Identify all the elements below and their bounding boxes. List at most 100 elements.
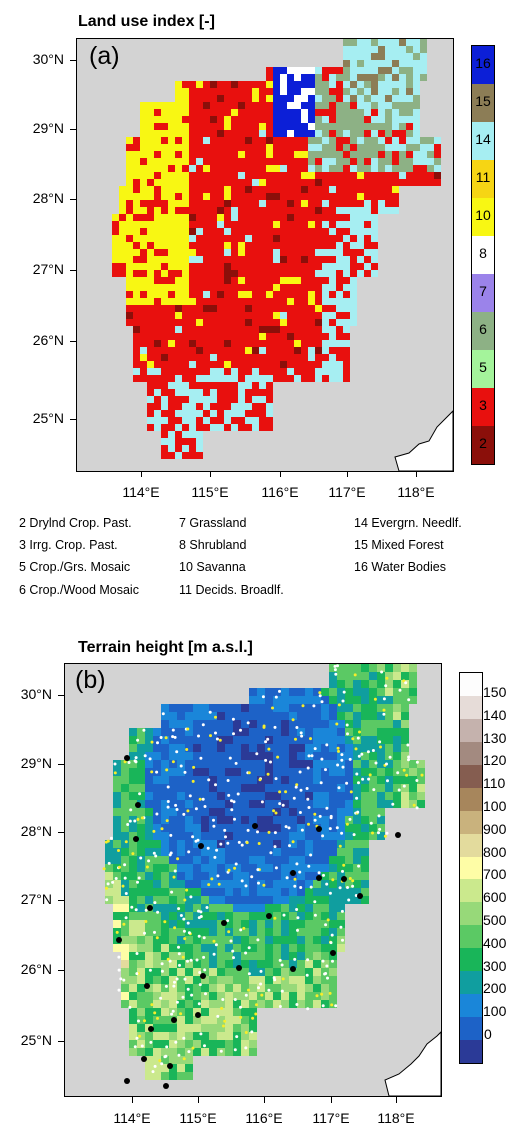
grid-cell: [377, 760, 385, 768]
colorbar-swatch: [460, 1017, 482, 1041]
grid-cell: [273, 123, 280, 130]
grid-cell: [322, 361, 329, 368]
grid-cell: [196, 382, 203, 389]
grid-cell: [153, 952, 161, 960]
grid-cell: [224, 81, 231, 88]
grid-cell: [297, 1000, 305, 1008]
grid-cell: [161, 960, 169, 968]
grid-cell: [401, 784, 409, 792]
grid-cell: [168, 109, 175, 116]
grid-cell: [217, 137, 224, 144]
grid-cell: [259, 221, 266, 228]
grid-cell: [305, 888, 313, 896]
y-tick-mark: [70, 419, 76, 420]
grid-cell: [105, 888, 113, 896]
station-dot: [199, 1032, 203, 1036]
grid-cell: [273, 720, 281, 728]
grid-cell: [177, 776, 185, 784]
grid-cell: [169, 848, 177, 856]
grid-cell: [287, 123, 294, 130]
grid-cell: [273, 920, 281, 928]
grid-cell: [315, 67, 322, 74]
grid-cell: [257, 760, 265, 768]
station-dot: [261, 695, 265, 699]
grid-cell: [259, 130, 266, 137]
grid-cell: [337, 664, 345, 672]
grid-cell: [238, 298, 245, 305]
grid-cell: [145, 736, 153, 744]
x-tick-mark: [280, 471, 281, 477]
grid-cell: [245, 424, 252, 431]
grid-cell: [241, 1016, 249, 1024]
station-dot: [305, 973, 309, 977]
grid-cell: [301, 130, 308, 137]
grid-cell: [175, 123, 182, 130]
grid-cell: [185, 1072, 193, 1080]
grid-cell: [233, 768, 241, 776]
grid-cell: [280, 298, 287, 305]
grid-cell: [203, 144, 210, 151]
grid-cell: [249, 712, 257, 720]
grid-cell: [140, 277, 147, 284]
grid-cell: [209, 824, 217, 832]
grid-cell: [343, 158, 350, 165]
grid-cell: [305, 800, 313, 808]
grid-cell: [245, 137, 252, 144]
grid-cell: [321, 992, 329, 1000]
grid-cell: [161, 200, 168, 207]
grid-cell: [245, 270, 252, 277]
grid-cell: [371, 235, 378, 242]
grid-cell: [153, 728, 161, 736]
grid-cell: [129, 888, 137, 896]
grid-cell: [161, 305, 168, 312]
grid-cell: [225, 752, 233, 760]
grid-cell: [126, 151, 133, 158]
grid-cell: [224, 207, 231, 214]
grid-cell: [238, 305, 245, 312]
grid-cell: [315, 130, 322, 137]
grid-cell: [259, 368, 266, 375]
grid-cell: [217, 333, 224, 340]
grid-cell: [308, 298, 315, 305]
station-dot: [176, 857, 180, 861]
grid-cell: [177, 896, 185, 904]
grid-cell: [126, 193, 133, 200]
grid-cell: [161, 728, 169, 736]
station-dot: [160, 962, 164, 966]
grid-cell: [147, 172, 154, 179]
grid-cell: [329, 736, 337, 744]
grid-cell: [140, 186, 147, 193]
grid-cell: [252, 116, 259, 123]
grid-cell: [233, 912, 241, 920]
grid-cell: [385, 53, 392, 60]
grid-cell: [287, 284, 294, 291]
station-dot: [336, 746, 340, 750]
grid-cell: [313, 1000, 321, 1008]
grid-cell: [233, 1000, 241, 1008]
grid-cell: [209, 984, 217, 992]
grid-cell: [137, 920, 145, 928]
grid-cell: [249, 944, 257, 952]
grid-cell: [315, 249, 322, 256]
grid-cell: [336, 242, 343, 249]
grid-cell: [329, 375, 336, 382]
grid-cell: [399, 39, 406, 46]
grid-cell: [119, 228, 126, 235]
grid-cell: [201, 904, 209, 912]
grid-cell: [329, 228, 336, 235]
grid-cell: [315, 263, 322, 270]
station-dot: [214, 715, 217, 719]
grid-cell: [231, 417, 238, 424]
grid-cell: [406, 88, 413, 95]
land-use-colorbar: 16 15 14 11 10 8 7 6 5 3 2: [471, 45, 495, 465]
grid-cell: [265, 792, 273, 800]
station-dot: [197, 909, 200, 913]
grid-cell: [322, 333, 329, 340]
station-dot: [256, 868, 260, 872]
grid-cell: [409, 760, 417, 768]
grid-cell: [336, 144, 343, 151]
colorbar-swatch: [460, 787, 482, 811]
station-dot: [198, 971, 202, 974]
grid-cell: [161, 904, 169, 912]
grid-cell: [185, 704, 193, 712]
